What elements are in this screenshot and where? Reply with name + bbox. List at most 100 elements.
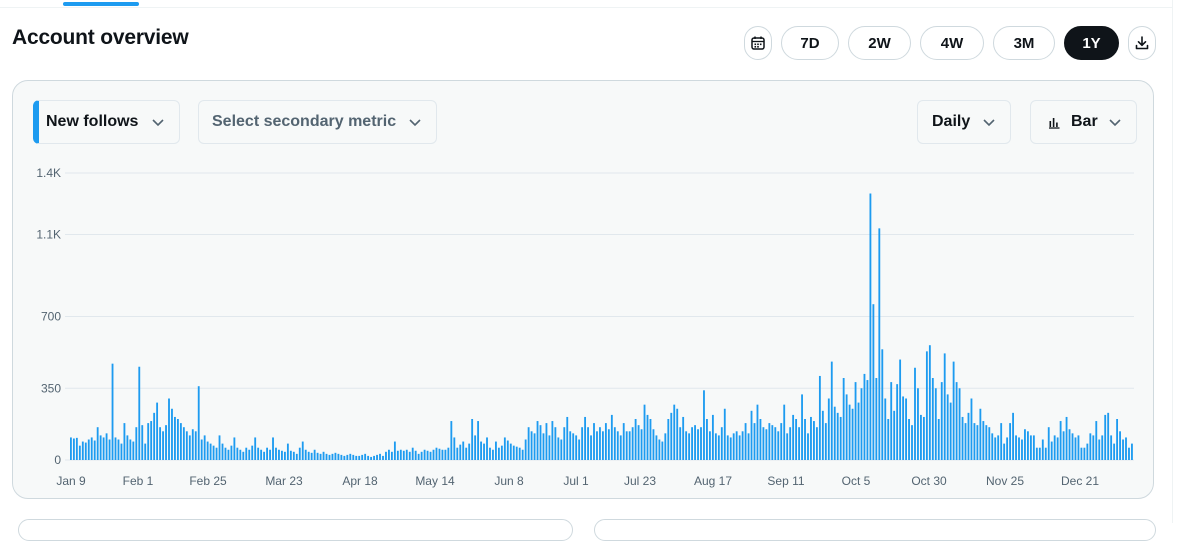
chart-bar — [129, 439, 132, 460]
chart-bar — [99, 435, 102, 460]
chart-bar — [480, 441, 482, 460]
chart-bar — [780, 423, 783, 460]
chart-bar — [465, 447, 468, 460]
chart-bar — [602, 431, 604, 460]
chart-bar — [795, 419, 798, 460]
chart-bar — [542, 433, 545, 460]
chart-bar — [174, 416, 176, 460]
chart-bar — [804, 419, 806, 460]
chevron-down-icon — [151, 115, 165, 129]
chart-bar — [200, 439, 203, 460]
chart-bar — [459, 444, 462, 461]
chart-bar — [1006, 437, 1009, 460]
chart-bar — [292, 451, 295, 460]
chart-bar — [1068, 429, 1071, 460]
chart-bar — [236, 447, 239, 460]
chart-bar — [613, 427, 616, 460]
chart-bar — [637, 425, 640, 460]
chart-bar — [818, 375, 821, 460]
chart-bar — [824, 423, 827, 460]
chart-bar — [723, 408, 726, 460]
chart-bar — [301, 441, 304, 460]
range-3m-button[interactable]: 3M — [993, 26, 1055, 60]
calendar-icon — [751, 36, 765, 50]
primary-metric-dropdown[interactable]: New follows — [33, 100, 180, 144]
chart-bar — [512, 445, 515, 460]
secondary-metric-dropdown[interactable]: Select secondary metric — [198, 100, 437, 144]
chart-bar — [462, 441, 465, 460]
chart-type-dropdown[interactable]: Bar — [1030, 100, 1137, 144]
chart-bar — [153, 412, 156, 460]
chart-bar — [741, 431, 744, 460]
chart-bar — [518, 447, 521, 460]
calendar-button[interactable] — [744, 26, 772, 60]
chart-bar — [1041, 439, 1044, 460]
chart-bar — [646, 414, 649, 460]
chart-bar — [144, 443, 147, 460]
chart-bar — [1128, 447, 1130, 460]
chart-bar — [90, 437, 93, 460]
chart-bar — [697, 429, 699, 460]
chart-bar — [931, 378, 934, 460]
chart-bar — [866, 380, 869, 460]
chart-bar — [373, 455, 375, 460]
chart-bar — [991, 433, 994, 460]
chart-bar — [215, 447, 218, 460]
chart-bar — [664, 433, 667, 460]
chart-bar — [227, 449, 230, 460]
range-2w-button[interactable]: 2W — [848, 26, 911, 60]
interval-dropdown[interactable]: Daily — [917, 100, 1011, 144]
x-tick-label: Sep 11 — [767, 474, 804, 488]
chart-bar — [607, 429, 610, 460]
chart-bar — [928, 345, 931, 460]
chart-bar — [700, 427, 702, 460]
chart-bar — [768, 423, 771, 460]
chart-bar — [593, 423, 595, 460]
chart-bar — [685, 431, 688, 460]
chart-bar — [203, 435, 206, 460]
chart-bar — [848, 404, 851, 460]
chart-bar — [414, 450, 417, 460]
chart-bar — [976, 425, 979, 460]
chart-bar — [367, 455, 370, 460]
download-button[interactable] — [1128, 26, 1156, 60]
chart-bar — [72, 438, 75, 460]
range-7d-button[interactable]: 7D — [781, 26, 839, 60]
primary-metric-label: New follows — [46, 113, 139, 130]
chart-bar — [961, 416, 964, 460]
chart-bar — [857, 402, 860, 460]
chart-bar — [1035, 447, 1038, 460]
chart-bar — [587, 427, 589, 460]
chart-bar — [792, 414, 795, 460]
chart-bar — [141, 425, 144, 460]
chart-bar — [560, 439, 563, 460]
chart-bar — [1077, 435, 1080, 460]
chart-bar — [762, 427, 765, 460]
chart-bar — [444, 449, 447, 460]
chart-bar — [753, 423, 756, 460]
chart-bar — [765, 429, 768, 460]
chart-bar — [566, 416, 569, 460]
range-1y-button[interactable]: 1Y — [1064, 26, 1119, 60]
range-4w-button[interactable]: 4W — [920, 26, 984, 60]
chart-bar — [830, 361, 833, 460]
chart-bar — [435, 447, 438, 460]
chart-bar — [283, 451, 286, 460]
chart-bar — [477, 421, 480, 460]
x-tick-label: Jul 23 — [624, 474, 656, 488]
chart-bar — [224, 447, 227, 460]
chart-bar — [191, 429, 194, 460]
chart-bar — [509, 443, 512, 460]
chart-bar — [521, 449, 524, 460]
chart-bar — [1032, 435, 1035, 460]
chart-bar — [1101, 435, 1104, 460]
y-tick-label: 0 — [54, 453, 61, 467]
chart-bar — [393, 441, 396, 460]
chart-bar — [281, 450, 283, 460]
chart-bar — [940, 382, 943, 460]
chart-bar — [352, 454, 355, 461]
chart-bar — [1104, 414, 1107, 460]
chart-bar — [492, 449, 494, 460]
chart-bar — [628, 431, 631, 460]
chart-bar — [209, 443, 212, 460]
